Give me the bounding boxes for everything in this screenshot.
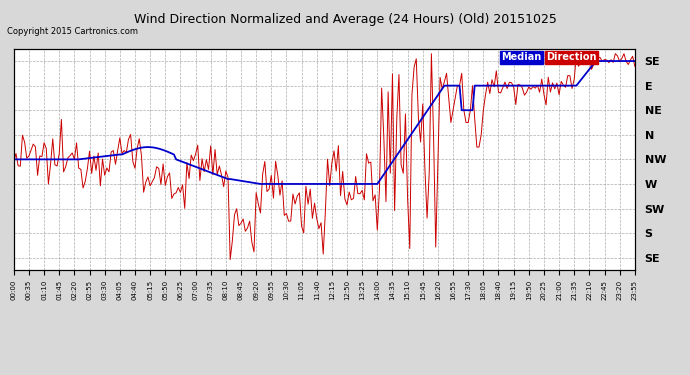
Text: Median: Median bbox=[502, 52, 542, 62]
Text: Copyright 2015 Cartronics.com: Copyright 2015 Cartronics.com bbox=[7, 27, 138, 36]
Text: Direction: Direction bbox=[546, 52, 596, 62]
Text: Wind Direction Normalized and Average (24 Hours) (Old) 20151025: Wind Direction Normalized and Average (2… bbox=[134, 13, 556, 26]
